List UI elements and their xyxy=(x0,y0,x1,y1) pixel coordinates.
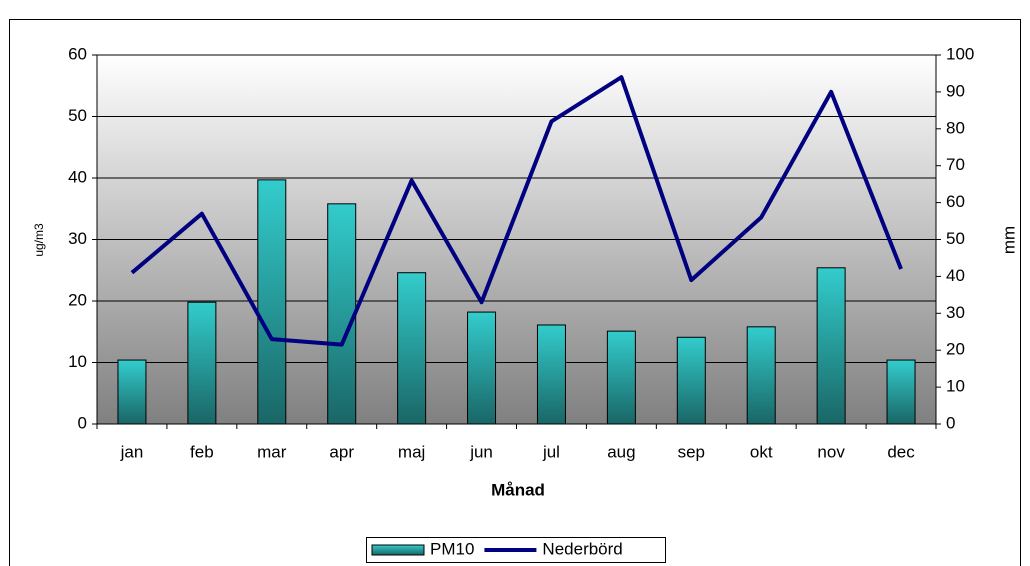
y2-tick-label: 10 xyxy=(946,377,965,396)
bar xyxy=(886,359,916,425)
y2-tick-label: 100 xyxy=(946,44,974,63)
bar xyxy=(117,359,147,425)
bar xyxy=(397,272,427,425)
legend-label: PM10 xyxy=(430,539,474,558)
y2-tick-label: 30 xyxy=(946,303,965,322)
y-tick-label: 10 xyxy=(68,352,87,371)
x-tick-label: okt xyxy=(750,442,773,461)
x-tick-label: mar xyxy=(257,442,287,461)
y-tick-label: 30 xyxy=(68,229,87,248)
bar xyxy=(676,336,706,425)
x-tick-label: maj xyxy=(398,442,425,461)
x-tick-label: feb xyxy=(190,442,214,461)
x-tick-label: nov xyxy=(817,442,845,461)
bar xyxy=(536,324,566,425)
y-tick-label: 20 xyxy=(68,290,87,309)
y2-tick-label: 90 xyxy=(946,81,965,100)
bar xyxy=(327,203,357,425)
legend-label: Nederbörd xyxy=(542,539,622,558)
y2-tick-label: 0 xyxy=(946,413,955,432)
y2-tick-label: 70 xyxy=(946,155,965,174)
x-tick-label: dec xyxy=(887,442,915,461)
bar xyxy=(257,179,287,425)
x-tick-label: aug xyxy=(607,442,635,461)
y-axis-label: ug/m3 xyxy=(32,223,46,257)
y-tick-label: 0 xyxy=(78,413,87,432)
x-tick-label: apr xyxy=(329,442,354,461)
line xyxy=(130,75,903,347)
bar xyxy=(467,311,497,425)
y-tick-label: 50 xyxy=(68,106,87,125)
y2-tick-label: 20 xyxy=(946,340,965,359)
y2-tick-label: 60 xyxy=(946,192,965,211)
x-tick-label: jan xyxy=(120,442,144,461)
y2-tick-label: 40 xyxy=(946,266,965,285)
bar xyxy=(746,326,776,425)
bar xyxy=(816,267,846,425)
y2-axis-label: mm xyxy=(999,226,1018,254)
bar xyxy=(606,330,636,425)
x-tick-label: jun xyxy=(469,442,493,461)
x-tick-label: sep xyxy=(678,442,705,461)
y-tick-label: 60 xyxy=(68,44,87,63)
x-axis-label: Månad xyxy=(491,480,545,499)
y-tick-label: 40 xyxy=(68,167,87,186)
bar xyxy=(187,301,217,425)
y2-tick-label: 50 xyxy=(946,229,965,248)
legend-swatch xyxy=(371,544,425,556)
y2-tick-label: 80 xyxy=(946,118,965,137)
x-tick-label: jul xyxy=(542,442,560,461)
